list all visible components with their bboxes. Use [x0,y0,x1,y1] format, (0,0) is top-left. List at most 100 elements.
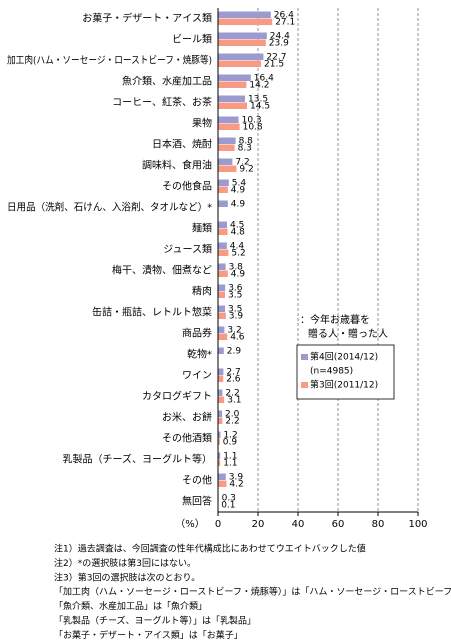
bar [218,116,239,123]
legend-box [296,344,395,400]
value-label: 4.2 [229,480,243,490]
y-tick-label: 乳製品（チーズ、ヨーグルト等） [63,453,213,466]
x-axis-label: （%） [175,518,205,530]
y-tick-label: お米、お餅 [162,411,212,424]
bar [218,53,264,60]
value-label: 5.2 [231,249,245,259]
bar [218,39,266,46]
value-label: 8.3 [238,144,252,154]
value-label: 4.9 [231,270,246,280]
value-label: 3.5 [228,305,242,315]
y-tick-label: カタログギフト [142,390,212,403]
y-tick-label: 調味料、食用油 [142,159,212,172]
bar [218,389,223,396]
bar [218,368,224,375]
value-label: 3.5 [228,291,242,301]
bar [218,312,226,319]
bar [218,242,227,249]
y-tick-label: 日用品（洗剤、石けん、入浴剤、タオルなど）* [7,201,212,214]
y-tick-label: ワイン [182,371,212,382]
y-tick-label: 缶詰・瓶詰、レトルト惣菜 [92,306,212,319]
y-tick-label: その他 [182,474,212,487]
value-label: 9.2 [239,165,253,175]
y-tick-label: ジュース類 [163,244,212,256]
value-label: 1.1 [223,459,237,469]
value-label: 8.8 [239,137,254,147]
bar [218,459,221,466]
bar [218,179,229,186]
value-label: 14.5 [250,102,270,112]
bar [218,480,227,487]
bar [218,81,247,88]
value-label: 27.1 [275,18,295,28]
value-label: 26.4 [274,11,294,21]
bar [218,158,233,165]
bar [218,347,224,354]
y-tick-label: 果物 [192,117,212,130]
bar [218,452,221,459]
value-label: 16.4 [254,74,274,84]
bar [218,375,224,382]
x-tick-label: 80 [372,519,385,530]
bar [218,473,226,480]
bar [218,291,225,298]
value-label: 1.2 [223,431,237,441]
note: 「乳製品（チーズ、ヨーグルト等）」は「乳製品」 [54,615,256,627]
value-label: 2.7 [226,368,240,378]
y-tick-label: 梅干、漬物、佃煮など [112,264,212,277]
bar [218,95,245,102]
y-tick-label: 精肉 [192,285,212,298]
y-tick-label: 加工肉(ハム・ソーセージ・ローストビーフ・焼豚等) [7,54,212,67]
value-label: 2.9 [227,347,242,357]
bar [218,123,240,130]
bar [218,270,228,277]
x-tick-label: 20 [252,519,265,530]
y-tick-label: その他酒類 [162,432,212,445]
bar [218,18,273,25]
bar [218,102,247,109]
legend-swatch [301,382,308,388]
value-label: 0.3 [222,494,236,504]
y-tick-label: 日本酒、焼酎 [152,138,212,151]
bar [218,186,228,193]
y-tick-label: 商品券 [182,327,212,340]
value-label: 24.4 [270,32,290,42]
bar [218,305,225,312]
note: 「お菓子・デザート・アイス類」は「お菓子」 [54,629,243,641]
bar [218,200,228,207]
bar [218,263,226,270]
value-label: 3.1 [227,396,241,406]
value-label: 2.2 [225,389,239,399]
bar [218,438,220,445]
value-label: 10.3 [242,116,262,126]
bar [218,396,225,403]
value-label: 21.5 [264,60,284,70]
value-label: 23.9 [269,39,289,49]
bar [218,74,251,81]
bar [218,228,228,235]
value-label: 4.4 [230,242,245,252]
note: 「加工肉（ハム・ソーセージ・ローストビーフ・焼豚等）」は「ハム・ソーセージ・ロー… [54,586,451,598]
bar [218,333,228,340]
value-label: 13.5 [248,95,268,105]
y-tick-label: お菓子・デザート・アイス類 [82,12,212,25]
bar [218,431,221,438]
legend-label: 第3回(2011/12) [310,379,378,391]
value-label: 4.5 [230,221,244,231]
bar [218,410,222,417]
y-tick-label: 乾物* [187,348,212,361]
y-tick-label: その他食品 [162,180,212,193]
value-label: 2.6 [226,375,241,385]
x-tick-label: 0 [215,519,221,530]
note: 注2）*の選択肢は第3回にはない。 [54,557,196,569]
value-label: 0.9 [223,438,238,448]
value-label: 3.8 [229,263,244,273]
bar [218,11,271,18]
value-label: 4.9 [231,186,246,196]
y-tick-label: ビール類 [172,34,212,46]
y-tick-label: 麺類 [192,222,212,235]
legend-label: 第4回(2014/12) [310,351,378,363]
bar [218,284,226,291]
